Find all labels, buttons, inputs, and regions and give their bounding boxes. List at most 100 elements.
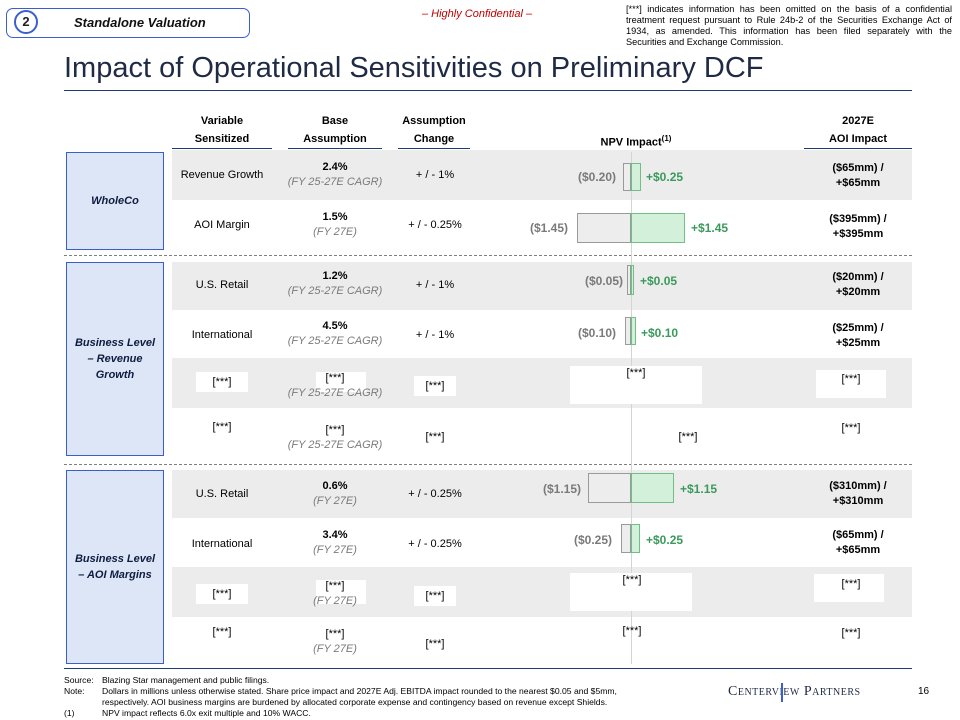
npv-bar-positive xyxy=(631,163,641,191)
npv-bar-negative xyxy=(623,163,631,191)
row-npv-redacted: [***] xyxy=(626,367,646,379)
row-variable: U.S. Retail xyxy=(195,279,249,291)
row-base: 1.5% (FY 27E) xyxy=(313,211,357,238)
row-change: [***] xyxy=(425,431,445,443)
title-rule xyxy=(64,90,912,91)
row-band xyxy=(172,358,912,408)
row-band xyxy=(172,470,912,518)
confidential-label: – Highly Confidential – xyxy=(422,8,533,20)
row-base: [***] (FY 25-27E CAGR) xyxy=(287,424,383,451)
page-title: Impact of Operational Sensitivities on P… xyxy=(64,52,764,84)
page-number: 16 xyxy=(918,686,930,697)
redaction-box xyxy=(814,574,884,602)
group-revenue-growth: Business Level – Revenue Growth xyxy=(66,262,164,456)
redaction-box xyxy=(414,586,456,606)
row-aoi: ($20mm) / +$20mm xyxy=(832,271,884,298)
npv-bar-negative xyxy=(621,524,631,553)
row-variable: Revenue Growth xyxy=(180,169,264,181)
npv-negative: ($0.25) xyxy=(574,533,613,547)
col-header-base: Base Assumption xyxy=(288,112,382,149)
npv-zero-line xyxy=(631,152,632,664)
row-npv-redacted: [***] xyxy=(678,431,698,443)
logo-divider xyxy=(781,683,783,702)
row-band xyxy=(172,567,912,617)
npv-bar-positive xyxy=(631,524,640,553)
npv-bar-positive xyxy=(631,473,674,503)
row-variable: [***] xyxy=(212,626,232,638)
npv-bar-negative xyxy=(588,473,631,503)
redaction-box xyxy=(316,580,366,604)
col-header-aoi: 2027E AOI Impact xyxy=(804,112,912,149)
row-change: [***] xyxy=(425,380,445,392)
npv-positive: +$1.15 xyxy=(680,482,718,496)
npv-negative: ($1.15) xyxy=(543,482,582,496)
npv-bar-positive xyxy=(631,265,634,295)
row-variable: [***] xyxy=(212,376,232,388)
row-aoi-redacted: [***] xyxy=(841,373,861,385)
table-bottom-rule xyxy=(64,668,912,669)
row-aoi: ($65mm) / +$65mm xyxy=(832,162,884,189)
col-header-variable: Variable Sensitized xyxy=(172,112,272,149)
npv-negative: ($1.45) xyxy=(530,221,569,235)
footnote-source: Blazing Star management and public filin… xyxy=(102,675,270,685)
row-band xyxy=(172,262,912,310)
centerview-logo: Centerview Partners xyxy=(728,684,861,699)
npv-negative: ($0.10) xyxy=(578,326,617,340)
row-change: + / - 0.25% xyxy=(408,219,462,231)
npv-positive: +$0.05 xyxy=(640,274,678,288)
row-aoi-redacted: [***] xyxy=(841,422,861,434)
section-title: Standalone Valuation xyxy=(74,15,206,30)
row-variable: [***] xyxy=(212,421,232,433)
footnote-note-line2: respectively. AOI business margins are b… xyxy=(102,697,608,707)
row-variable: International xyxy=(191,538,253,550)
row-change: + / - 1% xyxy=(415,169,455,181)
row-variable: AOI Margin xyxy=(194,219,250,231)
npv-positive: +$0.25 xyxy=(646,533,684,547)
row-base: [***] (FY 27E) xyxy=(313,580,357,607)
row-variable: U.S. Retail xyxy=(195,488,249,500)
npv-negative: ($0.20) xyxy=(578,170,617,184)
npv-positive: +$0.10 xyxy=(641,326,679,340)
npv-bar-negative xyxy=(627,265,631,295)
npv-negative: ($0.05) xyxy=(585,274,624,288)
footnote-1-label: (1) xyxy=(64,708,75,718)
group-wholeco: WholeCo xyxy=(66,152,164,250)
row-variable: International xyxy=(191,329,253,341)
row-band xyxy=(172,150,912,200)
row-change: + / - 0.25% xyxy=(408,538,462,550)
redaction-box xyxy=(570,573,692,611)
npv-bar-negative xyxy=(577,213,631,243)
redaction-box xyxy=(196,584,248,604)
row-base: 4.5% (FY 25-27E CAGR) xyxy=(287,320,383,347)
row-base: 1.2% (FY 25-27E CAGR) xyxy=(287,270,383,297)
group-separator xyxy=(64,464,912,465)
footnote-note-line1: Dollars in millions unless otherwise sta… xyxy=(102,686,617,696)
footnote-source-label: Source: xyxy=(64,675,94,685)
npv-positive: +$1.45 xyxy=(691,221,729,235)
disclaimer-text: [***] indicates information has been omi… xyxy=(626,4,952,47)
row-base: 2.4% (FY 25-27E CAGR) xyxy=(287,161,383,188)
row-change: + / - 1% xyxy=(415,279,455,291)
footnote-note-label: Note: xyxy=(64,686,85,696)
group-separator xyxy=(64,255,912,256)
col-header-change: Assumption Change xyxy=(398,112,470,149)
npv-bar-positive xyxy=(631,213,685,243)
npv-bar-positive xyxy=(631,317,636,345)
row-npv-redacted: [***] xyxy=(622,574,642,586)
section-tab xyxy=(6,8,250,38)
section-number-badge: 2 xyxy=(14,10,38,34)
npv-bar-negative xyxy=(625,317,631,345)
redaction-box xyxy=(816,370,886,398)
row-aoi-redacted: [***] xyxy=(841,627,861,639)
row-npv-redacted: [***] xyxy=(622,625,642,637)
row-change: + / - 0.25% xyxy=(408,488,462,500)
row-change: + / - 1% xyxy=(415,329,455,341)
redaction-box xyxy=(414,376,456,396)
redaction-box xyxy=(316,372,366,392)
footnote-1: NPV impact reflects 6.0x exit multiple a… xyxy=(102,708,311,718)
group-aoi-margins: Business Level – AOI Margins xyxy=(66,470,164,664)
redaction-box xyxy=(196,372,248,392)
row-variable: [***] xyxy=(212,588,232,600)
row-aoi-redacted: [***] xyxy=(841,578,861,590)
row-aoi: ($395mm) / +$395mm xyxy=(829,213,887,240)
